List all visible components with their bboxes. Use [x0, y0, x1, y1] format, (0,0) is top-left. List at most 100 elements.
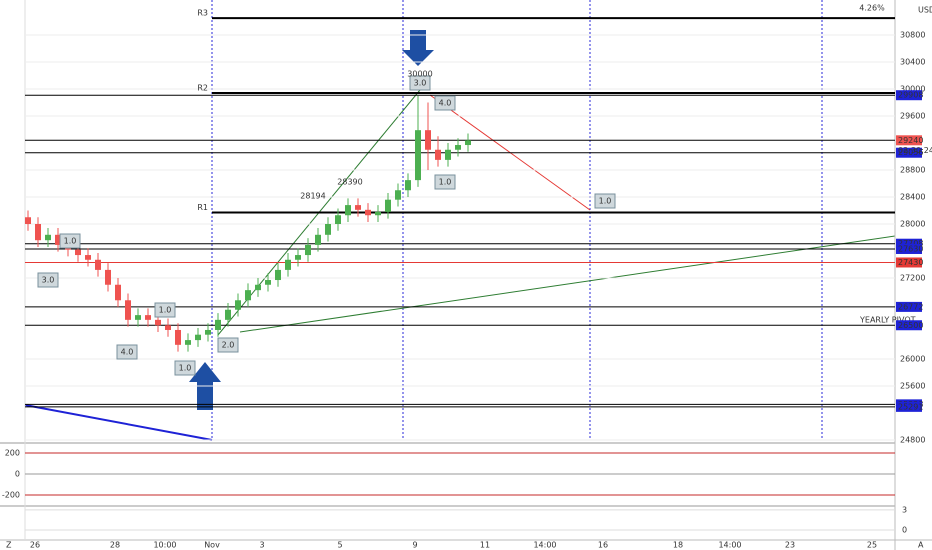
y-tick-label: 30000: [900, 85, 925, 94]
candle-body: [305, 244, 311, 256]
annotation: 1.0: [179, 364, 192, 373]
y-tick-label: 26000: [900, 355, 925, 364]
x-tick-label: 9: [412, 541, 417, 550]
x-tick-label: Nov: [204, 541, 220, 550]
pivot-label: R1: [197, 203, 208, 212]
candle-body: [265, 280, 271, 285]
y-tick-label: 29600: [900, 112, 925, 121]
price-note: 28390: [337, 178, 362, 187]
candle-body: [325, 224, 331, 235]
y-tick-label: 30400: [900, 58, 925, 67]
price-badge: [896, 147, 922, 158]
annotation-box: [409, 75, 431, 91]
candle-body: [25, 217, 31, 224]
price-badge: [896, 90, 922, 101]
trend-line: [24, 404, 213, 441]
candle-body: [35, 224, 41, 241]
countdown: 02:30:24: [898, 146, 932, 155]
annotation-box: [434, 95, 456, 111]
annotation: 1.0: [159, 306, 172, 315]
candle-body: [415, 130, 421, 181]
candle-body: [185, 340, 191, 345]
x-tick-label: 3: [259, 541, 264, 550]
auto-scale: A: [918, 541, 924, 550]
currency: USD: [918, 6, 932, 15]
x-tick-label: 25: [867, 541, 877, 550]
osc-tick-label: 200: [5, 449, 20, 458]
candle-body: [235, 300, 241, 310]
y-tick-label: 30800: [900, 31, 925, 40]
annotation: 1.0: [64, 237, 77, 246]
price-badge: [896, 320, 922, 331]
candle-body: [155, 319, 161, 326]
x-tick-label: 26: [30, 541, 40, 550]
candle-body: [245, 290, 251, 301]
candle-body: [85, 255, 91, 260]
annotation-box: [434, 174, 456, 190]
x-tick-label: 16: [598, 541, 608, 550]
y-tick-label: 28000: [900, 220, 925, 229]
vol-tick-label: 0: [902, 526, 907, 535]
down-arrow: [402, 30, 434, 66]
y-tick-label: 28400: [900, 193, 925, 202]
price-note: 28194: [300, 192, 325, 201]
candle-body: [95, 259, 101, 270]
candle-body: [455, 145, 461, 150]
price-badge: [896, 135, 922, 146]
candle-body: [105, 269, 111, 285]
annotation-box: [174, 360, 196, 376]
candle-body: [375, 211, 381, 216]
vertical-dividers: [211, 0, 823, 440]
annotation-box: [116, 344, 138, 360]
price-badge: [896, 243, 922, 254]
price-badge-label: 29908: [898, 91, 923, 100]
price-badge-label: 27630: [898, 244, 923, 253]
annotation: 4.0: [439, 99, 452, 108]
annotation-box: [59, 233, 81, 249]
candle-body: [125, 300, 131, 320]
price-badge-label: 25291: [898, 402, 923, 411]
x-tick-label: 18: [673, 541, 683, 550]
y-tick-label: 28800: [900, 166, 925, 175]
annotation: 3.0: [414, 79, 427, 88]
candle-body: [225, 309, 231, 320]
candle-body: [75, 249, 81, 256]
candle-body: [55, 234, 61, 245]
trend-line: [239, 235, 896, 333]
candle-body: [355, 205, 361, 210]
candle-body: [135, 315, 141, 320]
candle-body: [195, 334, 201, 341]
candle-body: [395, 190, 401, 200]
x-tick-label: 5: [337, 541, 342, 550]
candle-body: [365, 209, 371, 216]
candle-body: [405, 180, 411, 191]
osc-tick-label: -200: [2, 491, 20, 500]
price-badge: [896, 301, 922, 312]
x-tick-label: 23: [785, 541, 795, 550]
candle-body: [435, 149, 441, 160]
candle-body: [445, 149, 451, 160]
x-tick-label: 14:00: [533, 541, 556, 550]
x-tick-label: 14:00: [718, 541, 741, 550]
candle-body: [165, 325, 171, 330]
price-badge-label: 26772: [898, 302, 923, 311]
annotation-box: [217, 337, 239, 353]
price-badge: [896, 257, 922, 268]
pivot-label: R3: [197, 9, 208, 18]
pivot-label: R2: [197, 84, 208, 93]
candle-body: [295, 255, 301, 260]
candle-body: [335, 215, 341, 224]
candle-body: [465, 140, 471, 146]
price-note: 30000: [407, 70, 432, 79]
vol-tick-label: 3: [902, 505, 907, 514]
annotation: 2.0: [222, 341, 235, 350]
price-badge-label: 27708: [898, 239, 923, 248]
y-tick-label: 27200: [900, 274, 925, 283]
candle-body: [205, 329, 211, 335]
price-badge: [896, 238, 922, 249]
candle-body: [345, 205, 351, 216]
candle-body: [115, 284, 121, 301]
zoom: Z: [6, 541, 12, 550]
